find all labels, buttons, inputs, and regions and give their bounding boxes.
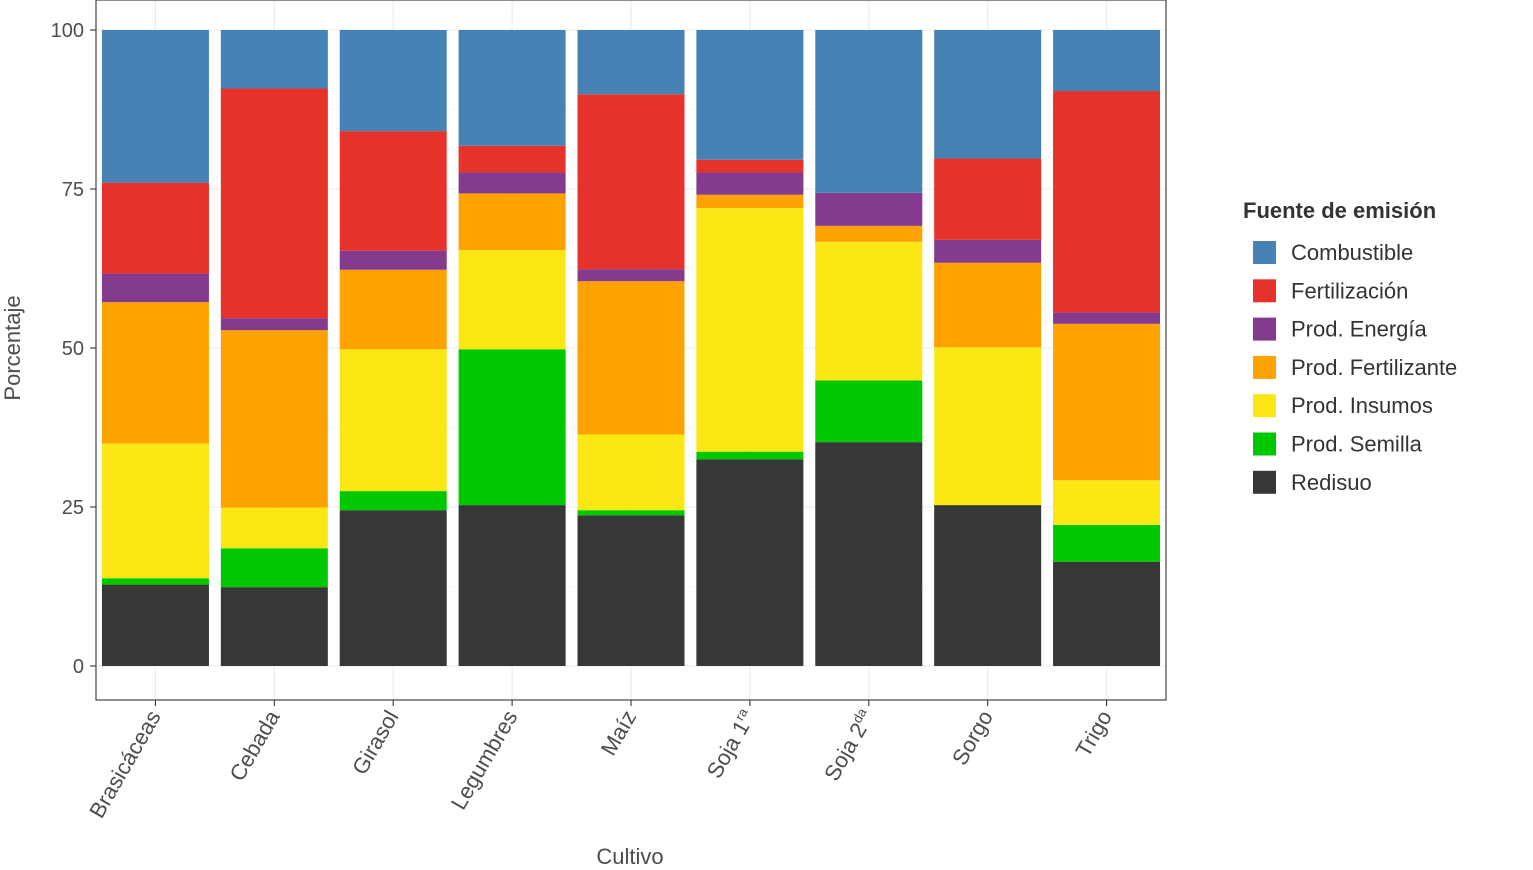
bar-segment xyxy=(101,578,209,585)
bar-segment xyxy=(934,505,1042,666)
bars xyxy=(101,30,1161,666)
bar-segment xyxy=(339,349,447,492)
bar-segment xyxy=(220,548,328,588)
bar-segment xyxy=(220,88,328,319)
x-tick-label: Girasol xyxy=(347,706,403,779)
legend-swatch xyxy=(1253,279,1276,303)
legend-swatch xyxy=(1253,432,1276,456)
bar-segment xyxy=(696,459,804,666)
bar-segment xyxy=(1053,91,1161,313)
x-tick-label: Trigo xyxy=(1071,706,1117,761)
x-tick-label: Sorgo xyxy=(947,706,998,769)
bar-segment xyxy=(1053,312,1161,324)
x-tick-label: Soja 2da xyxy=(818,705,879,785)
bar-segment xyxy=(458,193,566,251)
bar-segment xyxy=(339,491,447,511)
bar-segment xyxy=(458,505,566,666)
x-tick-label: Maíz xyxy=(596,706,641,760)
bar-segment xyxy=(696,194,804,209)
x-axis: Brasicáceas Cebada Girasol Legumbres Maíz Soj… xyxy=(84,700,1117,822)
bar-segment xyxy=(577,30,685,95)
bar-segment xyxy=(815,30,923,193)
bar-segment xyxy=(339,269,447,350)
bar-segment xyxy=(577,94,685,270)
legend-label: Combustible xyxy=(1291,240,1413,265)
x-axis-title: Cultivo xyxy=(596,844,663,869)
bar-segment xyxy=(815,225,923,242)
y-axis: 0 25 50 75 100 xyxy=(51,20,96,678)
y-axis-title: Porcentaje xyxy=(0,295,25,400)
legend: Fuente de emisión Combustible Fertilizaci… xyxy=(1243,198,1457,495)
bar-segment xyxy=(1053,561,1161,666)
legend-swatch xyxy=(1253,394,1276,418)
bar-segment xyxy=(577,434,685,511)
bar-segment xyxy=(696,451,804,460)
bar-segment xyxy=(220,330,328,508)
bar-segment xyxy=(696,208,804,452)
bar-segment xyxy=(1053,524,1161,562)
bar-segment xyxy=(577,281,685,435)
bar-segment xyxy=(339,131,447,251)
y-tick-label: 25 xyxy=(62,497,84,519)
legend-swatch xyxy=(1253,355,1276,379)
y-tick-label: 50 xyxy=(62,338,84,360)
bar-segment xyxy=(101,30,209,183)
legend-label: Prod. Fertilizante xyxy=(1291,355,1457,380)
bar-segment xyxy=(1053,480,1161,525)
legend-swatch xyxy=(1253,241,1276,264)
bar-segment xyxy=(220,587,328,666)
bar-segment xyxy=(934,239,1042,263)
bar-segment xyxy=(339,510,447,666)
y-tick-label: 75 xyxy=(62,179,84,201)
bar-segment xyxy=(458,250,566,350)
bar-segment xyxy=(101,302,209,444)
legend-swatch xyxy=(1253,470,1276,494)
bar-segment xyxy=(815,380,923,443)
legend-label: Prod. Insumos xyxy=(1291,393,1433,418)
legend-label: Prod. Semilla xyxy=(1291,432,1423,457)
bar-segment xyxy=(577,510,685,516)
legend-label: Prod. Energía xyxy=(1291,317,1428,342)
bar-segment xyxy=(815,192,923,226)
legend-title: Fuente de emisión xyxy=(1243,198,1436,223)
bar-segment xyxy=(339,250,447,270)
bar-segment xyxy=(1053,30,1161,92)
y-tick-label: 100 xyxy=(51,20,84,42)
bar-segment xyxy=(696,172,804,195)
bar-segment xyxy=(101,443,209,579)
bar-segment xyxy=(696,30,804,160)
bar-segment xyxy=(220,318,328,331)
bar-segment xyxy=(458,349,566,506)
legend-label: Fertilización xyxy=(1291,278,1408,303)
bar-segment xyxy=(934,347,1042,506)
x-tick-label: Legumbres xyxy=(446,706,523,814)
bar-segment xyxy=(458,145,566,173)
legend-label: Redisuo xyxy=(1291,470,1372,495)
bar-segment xyxy=(220,507,328,549)
bar-segment xyxy=(696,159,804,173)
bar-segment xyxy=(1053,323,1161,481)
x-tick-label: Cebada xyxy=(224,705,285,785)
y-tick-label: 0 xyxy=(73,656,84,678)
bar-segment xyxy=(101,584,209,666)
bar-segment xyxy=(458,172,566,194)
bar-segment xyxy=(934,158,1042,240)
x-tick-label: Brasicáceas xyxy=(84,706,166,822)
bar-segment xyxy=(577,269,685,282)
bar-segment xyxy=(815,442,923,666)
bar-segment xyxy=(815,241,923,381)
bar-segment xyxy=(934,30,1042,159)
x-tick-label: Soja 1ra xyxy=(701,705,761,783)
bar-segment xyxy=(458,30,566,146)
bar-segment xyxy=(339,30,447,132)
bar-segment xyxy=(101,182,209,274)
legend-swatch xyxy=(1253,317,1276,341)
bar-segment xyxy=(101,273,209,303)
bar-segment xyxy=(934,262,1042,348)
bar-segment xyxy=(577,515,685,666)
bar-segment xyxy=(220,30,328,89)
